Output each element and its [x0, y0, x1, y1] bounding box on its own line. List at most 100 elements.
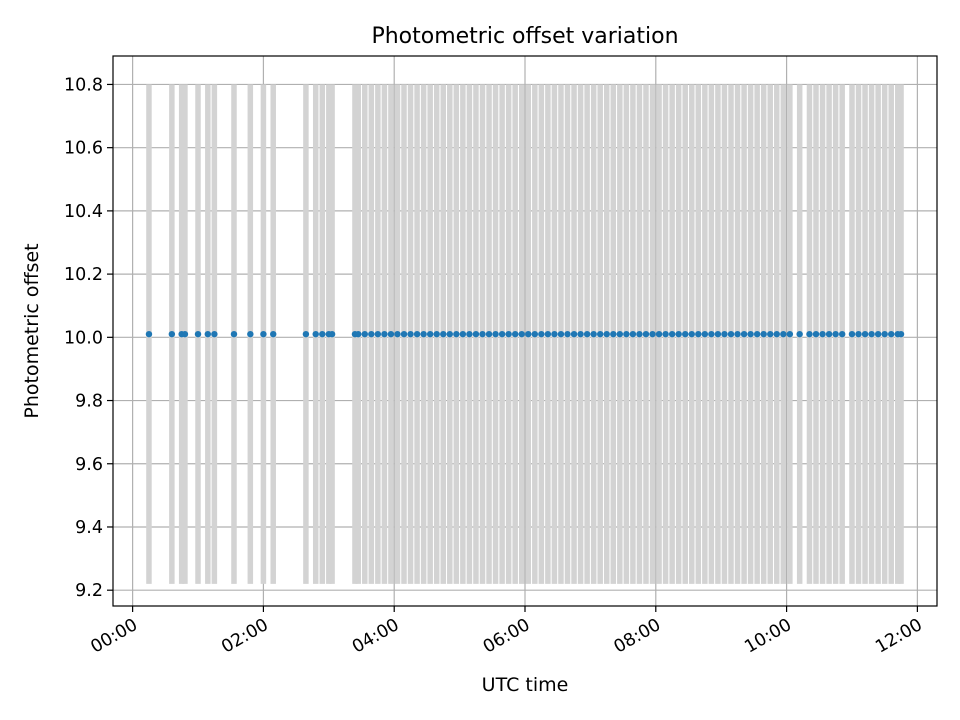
data-point — [531, 330, 539, 338]
data-point — [247, 330, 254, 338]
data-point — [381, 330, 388, 338]
data-point — [577, 330, 584, 338]
data-point — [734, 330, 741, 338]
y-axis: 9.2 9.4 9.6 9.8 10.0 10.2 10.4 10.6 10.8 — [64, 75, 113, 601]
data-point — [636, 330, 643, 338]
data-point — [597, 330, 604, 338]
data-point — [270, 330, 277, 338]
y-tick-label: 9.6 — [75, 455, 103, 475]
y-tick-label: 10.2 — [64, 265, 103, 285]
data-point — [848, 330, 856, 338]
data-point — [453, 330, 460, 338]
data-point — [525, 330, 532, 338]
data-point — [740, 330, 748, 338]
data-point — [570, 330, 578, 338]
data-point — [319, 330, 326, 338]
data-point — [557, 330, 565, 338]
data-point — [747, 330, 754, 338]
data-point — [695, 330, 702, 338]
data-point — [825, 330, 833, 338]
data-point — [492, 330, 499, 338]
data-point — [426, 330, 434, 338]
data-point — [701, 330, 709, 338]
data-point — [400, 330, 408, 338]
data-point — [786, 330, 794, 338]
y-tick-label: 9.4 — [75, 518, 103, 538]
data-point — [838, 330, 846, 338]
data-point — [260, 330, 267, 338]
data-point — [518, 330, 525, 338]
data-point — [204, 330, 212, 338]
data-point — [551, 330, 558, 338]
data-point — [368, 330, 375, 338]
data-point — [616, 330, 624, 338]
data-point — [806, 330, 813, 338]
data-point — [211, 330, 218, 338]
data-point — [832, 330, 839, 338]
y-tick-label: 10.8 — [64, 75, 103, 95]
data-point — [629, 330, 637, 338]
data-points — [145, 330, 905, 338]
data-point — [328, 330, 336, 338]
data-point — [446, 330, 453, 338]
y-tick-label: 10.0 — [64, 328, 103, 348]
data-point — [682, 330, 689, 338]
data-point — [642, 330, 650, 338]
y-axis-label: Photometric offset — [21, 243, 43, 418]
x-axis-label: UTC time — [482, 674, 569, 696]
data-point — [440, 330, 447, 338]
data-point — [433, 330, 440, 338]
data-point — [413, 330, 421, 338]
data-point — [688, 330, 695, 338]
data-point — [760, 330, 767, 338]
y-tick-label: 9.2 — [75, 581, 103, 601]
data-point — [603, 330, 610, 338]
data-point — [387, 330, 395, 338]
data-point — [727, 330, 735, 338]
data-point — [511, 330, 519, 338]
data-point — [881, 330, 888, 338]
data-point — [819, 330, 826, 338]
data-point — [302, 330, 310, 338]
data-point — [855, 330, 862, 338]
data-point — [668, 330, 676, 338]
data-point — [472, 330, 480, 338]
data-point — [590, 330, 597, 338]
data-point — [505, 330, 512, 338]
data-point — [459, 330, 467, 338]
data-point — [194, 330, 202, 338]
data-point — [753, 330, 761, 338]
data-point — [583, 330, 591, 338]
data-point — [874, 330, 882, 338]
data-point — [479, 330, 486, 338]
chart-title: Photometric offset variation — [371, 24, 678, 49]
data-point — [662, 330, 669, 338]
data-point — [714, 330, 722, 338]
data-point — [544, 330, 552, 338]
data-point — [897, 330, 905, 338]
data-point — [721, 330, 728, 338]
data-point — [708, 330, 715, 338]
data-point — [374, 330, 382, 338]
data-point — [420, 330, 427, 338]
data-point — [485, 330, 493, 338]
y-tick-label: 10.4 — [64, 202, 103, 222]
data-point — [394, 330, 401, 338]
y-tick-label: 10.6 — [64, 139, 103, 159]
data-point — [868, 330, 875, 338]
data-point — [861, 330, 869, 338]
data-point — [407, 330, 414, 338]
data-point — [780, 330, 787, 338]
data-point — [649, 330, 656, 338]
data-point — [230, 330, 238, 338]
data-point — [355, 330, 362, 338]
data-point — [564, 330, 571, 338]
data-point — [181, 330, 189, 338]
data-point — [767, 330, 774, 338]
data-point — [466, 330, 473, 338]
data-point — [538, 330, 545, 338]
data-point — [796, 330, 803, 338]
data-point — [623, 330, 630, 338]
data-point — [498, 330, 506, 338]
